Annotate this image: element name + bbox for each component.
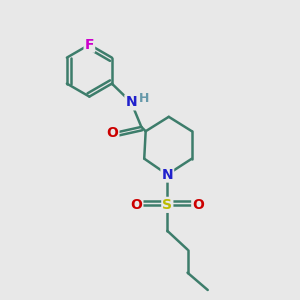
Text: H: H xyxy=(139,92,150,105)
Text: O: O xyxy=(106,126,119,140)
Text: O: O xyxy=(130,198,142,212)
Text: N: N xyxy=(125,95,137,110)
Text: N: N xyxy=(161,167,173,182)
Text: S: S xyxy=(162,198,172,212)
Text: F: F xyxy=(85,38,94,52)
Text: O: O xyxy=(192,198,204,212)
